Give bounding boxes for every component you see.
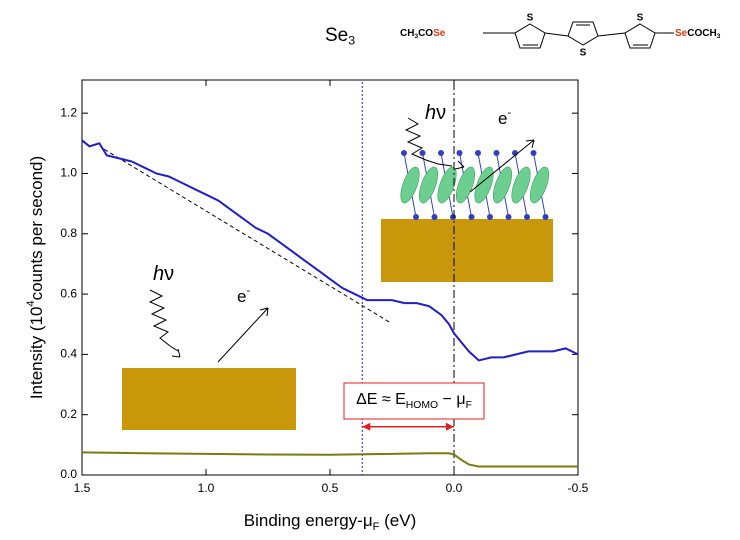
molecule [508,165,534,205]
text-part: - [246,285,250,297]
text-part: Binding energy-μ [244,511,373,530]
text-part: Intensity (10 [27,307,46,400]
y-tick-label: 0.4 [60,347,77,361]
molecule-label: SeCOCH3 [675,28,721,40]
anchor-dot [432,214,438,220]
molecule-structure [483,22,674,48]
text-part: ν [436,102,446,124]
electron-label: e- [237,285,250,306]
x-tick-label: -0.5 [568,481,589,495]
text-part: COCH [687,28,716,39]
anchor-dot [524,214,530,220]
molecule [397,165,423,205]
anchor-dot [401,150,407,156]
molecule-label: CH3COSe [400,28,446,40]
data-line [82,452,578,466]
anchor-dot [487,214,493,220]
anchor-dot [420,150,426,156]
text-part: counts per second) [27,156,46,301]
anchor-dot [457,150,463,156]
text-part: ν [164,263,174,285]
anchor-dot [543,214,549,220]
x-tick-label: 0.0 [446,481,463,495]
y-tick-label: 0.0 [60,467,77,481]
photon-label: hν [425,102,446,124]
molecule [526,165,552,205]
molecule [489,165,515,205]
anchor-dot [469,214,475,220]
chart-title: Se3 [325,25,355,48]
text-part: e [237,287,246,306]
ring-atom: S [527,13,534,24]
anchor-dot [450,214,456,220]
text-part: HOMO [406,400,438,411]
text-part: Se [675,28,688,39]
text-part: ΔE ≈ E [356,391,406,408]
text-part: 3 [717,33,721,40]
electron-label: e- [498,107,511,128]
substrate [381,219,553,282]
molecule [415,165,441,205]
molecule [452,165,478,205]
photon-label: hν [153,263,174,285]
text-part: h [425,102,436,124]
text-part: e [498,109,507,128]
ring-atom: S [580,48,587,59]
substrate [122,368,296,430]
anchor-dot [531,150,537,156]
anchor-dot [506,214,512,220]
x-tick-label: 1.5 [74,481,91,495]
text-part: − μ [438,391,465,408]
x-axis-label: Binding energy-μF (eV) [244,511,416,533]
molecule-layer [397,150,553,220]
y-axis-label: Intensity (104counts per second) [25,156,46,399]
anchor-dot [438,150,444,156]
text-part: Se [325,25,348,46]
text-part: h [153,263,164,285]
text-part: CO [418,28,433,39]
text-part: - [507,107,511,119]
y-tick-label: 1.0 [60,166,77,180]
text-part: Se [433,28,446,39]
text-part: CH [400,28,414,39]
anchor-dot [494,150,500,156]
y-tick-label: 1.2 [60,105,77,119]
y-tick-label: 0.2 [60,407,77,421]
text-part: 3 [348,34,355,48]
ring-atom: S [637,13,644,24]
anchor-dot [413,214,419,220]
y-tick-label: 0.6 [60,286,77,300]
text-part: (eV) [379,511,416,530]
chart: Se3 CH3COSeSeCOCH3SSShνhνe-e-1.51.00.50.… [0,0,740,540]
anchor-dot [475,150,481,156]
x-tick-label: 0.5 [322,481,339,495]
text-part: F [466,400,472,411]
x-tick-label: 1.0 [198,481,215,495]
molecule [434,165,460,205]
molecule [471,165,497,205]
y-tick-label: 0.8 [60,226,77,240]
